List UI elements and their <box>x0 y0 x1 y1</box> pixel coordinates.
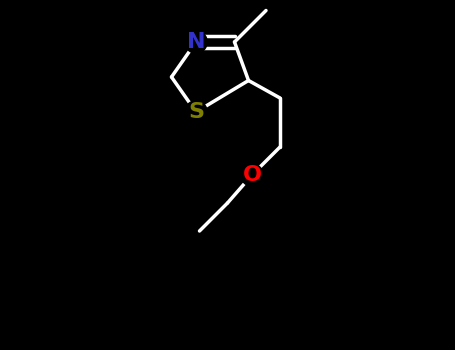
Text: N: N <box>187 32 205 52</box>
Text: S: S <box>188 102 204 122</box>
Circle shape <box>185 31 207 53</box>
Text: O: O <box>243 165 262 185</box>
Circle shape <box>185 101 207 123</box>
Circle shape <box>241 164 263 186</box>
